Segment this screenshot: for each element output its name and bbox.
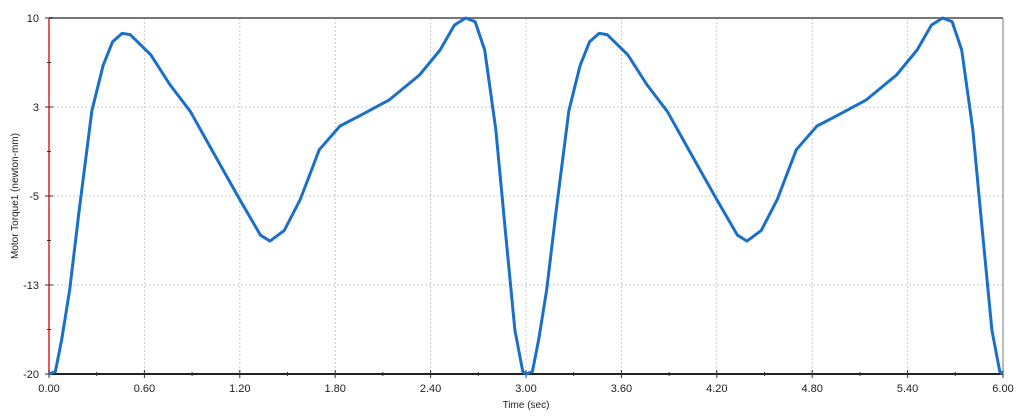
x-tick-label: 4.20 <box>706 383 727 395</box>
x-axis-label: Time (sec) <box>503 400 550 411</box>
x-tick-label: 6.00 <box>992 383 1013 395</box>
x-tick-label: 1.80 <box>324 383 345 395</box>
grid <box>49 18 1003 374</box>
x-tick-label: 0.00 <box>38 383 59 395</box>
y-tick-label: 10 <box>27 13 39 25</box>
y-tick-label: -20 <box>23 369 39 381</box>
x-tick-label: 4.80 <box>801 383 822 395</box>
x-tick-label: 2.40 <box>420 383 441 395</box>
y-tick-label: -13 <box>23 280 39 292</box>
series-line <box>48 16 1004 376</box>
x-tick-label: 5.40 <box>897 383 918 395</box>
x-tick-label: 3.00 <box>515 383 536 395</box>
ticks: 0.00 0.60 1.20 1.80 2.40 3.00 3.60 4.20 4.80 5.40… <box>23 13 1014 395</box>
x-tick-label: 0.60 <box>134 383 155 395</box>
x-tick-label: 3.60 <box>611 383 632 395</box>
y-axis-label: Motor Torque1 (newton-mm) <box>10 133 21 259</box>
y-tick-label: -5 <box>29 191 39 203</box>
y-tick-label: 3 <box>33 102 39 114</box>
x-tick-label: 1.20 <box>229 383 250 395</box>
